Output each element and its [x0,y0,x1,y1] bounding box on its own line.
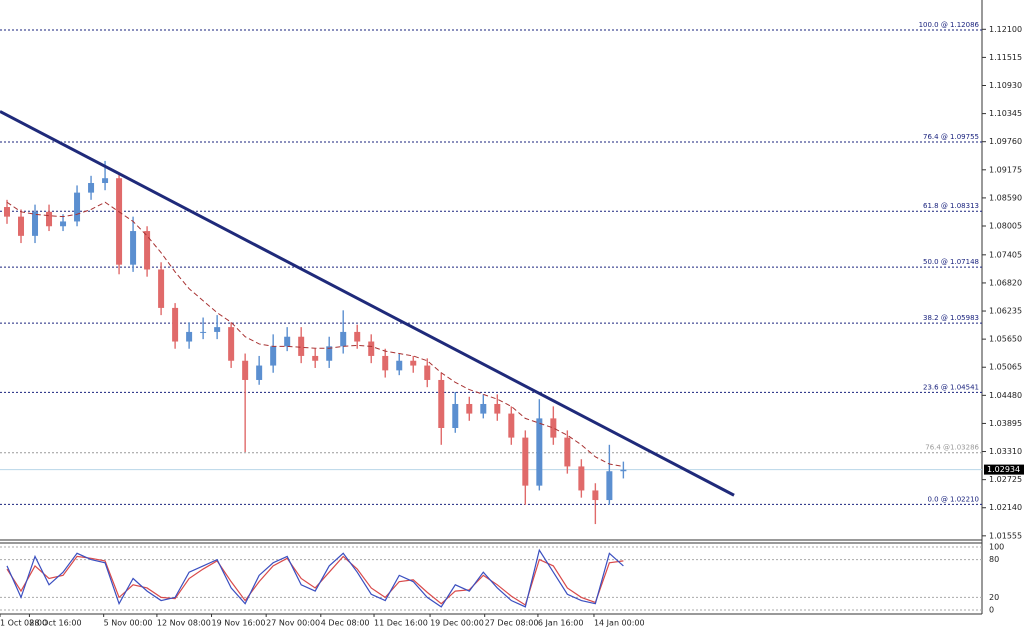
fib-label: 76.4 @ 1.09755 [923,133,979,141]
candle-body [228,327,235,361]
y-tick-label: 1.05065 [989,363,1022,372]
y-tick-label: 1.03895 [989,419,1022,428]
candle-body [438,379,445,428]
y-tick-label: 80 [989,555,999,564]
x-tick-label: 4 Dec 08:00 [321,619,370,628]
candle-body [508,413,515,438]
y-tick-label: 1.05650 [989,335,1022,344]
y-tick-label: 20 [989,593,999,602]
candle-body [466,403,473,414]
candle-body [564,437,571,467]
y-tick-label: 0 [989,606,994,615]
y-tick-label: 1.02725 [989,475,1022,484]
candle-body [4,207,11,217]
y-tick-label: 1.12100 [989,25,1022,34]
candle-body [284,336,291,347]
candle-body [550,418,557,438]
fib-label: 76.4 @1.03286 [925,444,979,452]
candle-body [312,355,319,361]
x-tick-label: 1 Oct 08:00 [0,619,47,628]
fib-label: 23.6 @ 1.04541 [923,383,979,391]
candle-body [424,365,431,380]
candle-body [18,216,25,236]
candle-body [620,469,627,472]
candle-body [102,178,109,184]
y-tick-label: 1.04480 [989,391,1022,400]
candle-body [522,437,529,486]
x-tick-label: 28 Oct 16:00 [29,619,81,628]
x-tick-label: 14 Jan 00:00 [594,619,645,628]
fib-label: 61.8 @ 1.08313 [923,202,979,210]
current-price-label: 1.02934 [987,465,1020,474]
candle-body [200,331,207,333]
candle-body [382,355,389,371]
y-tick-label: 1.06820 [989,278,1022,287]
y-tick-label: 1.03310 [989,447,1022,456]
candle-body [32,211,39,236]
candle-body [298,336,305,356]
candle-body [340,331,347,347]
candle-body [172,307,179,342]
fib-label: 100.0 @ 1.12086 [919,21,980,29]
moving-average [6,201,624,467]
candle-body [158,269,165,308]
fib-label: 38.2 @ 1.05983 [923,314,979,322]
fib-label: 0.0 @ 1.02210 [927,495,979,503]
candle-body [536,418,543,486]
candle-body [368,341,375,356]
y-tick-label: 1.08005 [989,222,1022,231]
candle-body [592,490,599,501]
candle-body [256,365,263,380]
y-tick-label: 1.07405 [989,250,1022,259]
x-tick-label: 19 Dec 00:00 [430,619,484,628]
x-tick-label: 12 Nov 08:00 [157,619,211,628]
trendline [0,110,735,497]
x-tick-label: 5 Nov 00:00 [104,619,153,628]
candle-body [326,346,333,361]
candle-body [46,211,53,227]
candle-body [242,360,249,380]
candle-body [480,403,487,414]
candle-body [116,178,123,265]
candle-body [578,466,585,491]
x-tick-label: 19 Nov 16:00 [212,619,266,628]
candle-body [186,331,193,342]
y-tick-label: 1.08590 [989,193,1022,202]
y-tick-label: 1.09175 [989,165,1022,174]
y-tick-label: 1.01555 [989,531,1022,540]
y-tick-label: 1.10930 [989,81,1022,90]
y-tick-label: 1.09760 [989,137,1022,146]
x-tick-label: 6 Jan 16:00 [538,619,584,628]
oscillator-line [6,555,624,606]
candle-body [452,403,459,428]
candle-body [60,221,67,227]
candle-body [410,360,417,366]
x-tick-label: 27 Nov 00:00 [266,619,320,628]
y-tick-label: 1.10345 [989,109,1022,118]
candle-body [354,331,361,342]
candle-body [144,231,151,270]
current-price-box [984,464,1024,475]
candle-body [130,231,137,265]
candle-body [74,192,81,222]
fib-label: 50.0 @ 1.07148 [923,258,979,266]
oscillator-line [6,548,624,608]
candle-body [396,360,403,371]
y-tick-label: 100 [989,543,1004,552]
candle-body [214,327,221,332]
y-tick-label: 1.11515 [989,53,1022,62]
y-tick-label: 1.06235 [989,307,1022,316]
candle-body [270,346,277,366]
candle-body [494,403,501,414]
candle-body [606,471,613,501]
x-tick-label: 11 Dec 16:00 [374,619,428,628]
x-tick-label: 27 Dec 08:00 [485,619,539,628]
y-tick-label: 1.02140 [989,503,1022,512]
candle-body [88,183,95,193]
